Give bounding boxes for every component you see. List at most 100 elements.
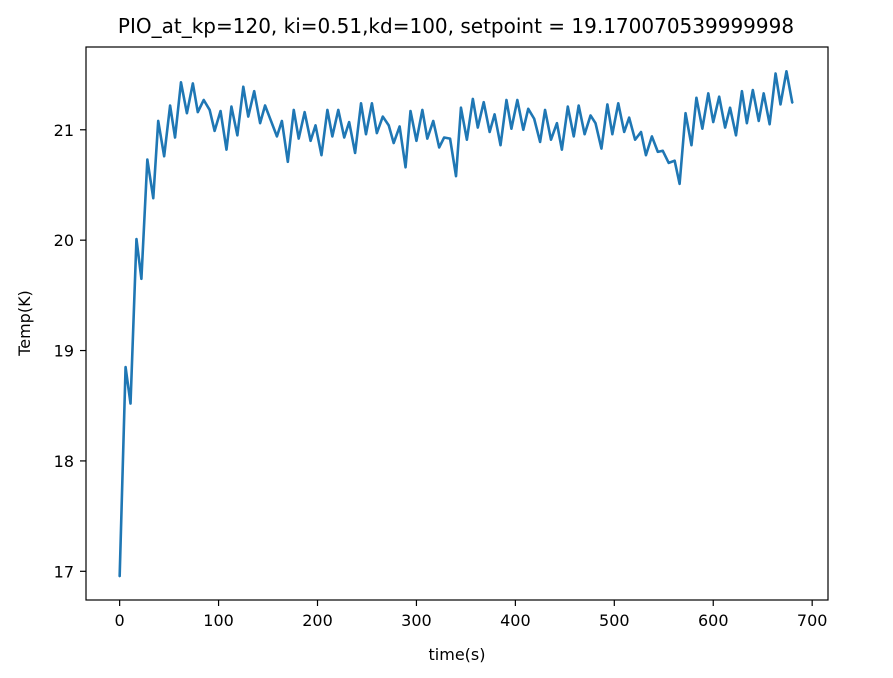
data-point [209, 109, 211, 111]
data-point [219, 110, 222, 112]
data-point [645, 154, 647, 156]
data-point [169, 104, 171, 107]
data-point [449, 138, 451, 140]
data-point [522, 129, 524, 131]
data-point [140, 278, 142, 280]
data-point [382, 115, 384, 118]
data-point [516, 99, 518, 101]
data-point [550, 139, 552, 141]
y-tick-label: 21 [54, 121, 74, 140]
data-point [320, 154, 323, 156]
data-point [634, 139, 636, 141]
x-tick-label: 400 [500, 611, 531, 630]
data-point [668, 162, 670, 164]
plot-area [118, 69, 794, 578]
data-point [746, 122, 748, 124]
x-tick-label: 300 [401, 611, 432, 630]
data-point [371, 102, 373, 104]
data-point [152, 197, 154, 199]
y-tick-label: 18 [54, 452, 74, 471]
data-point [611, 133, 613, 135]
data-point [623, 131, 625, 133]
data-point [236, 134, 238, 136]
data-point [432, 120, 434, 122]
data-point [499, 144, 502, 146]
data-point [421, 109, 423, 111]
data-point [707, 92, 709, 94]
data-point [679, 183, 681, 185]
data-point [684, 112, 687, 114]
data-point [270, 120, 272, 122]
data-point [556, 122, 558, 124]
data-point [539, 141, 541, 143]
data-point [774, 72, 777, 75]
data-point [701, 128, 703, 130]
data-point [779, 103, 782, 105]
data-point [443, 136, 445, 139]
data-point [197, 111, 199, 113]
data-point [483, 101, 485, 103]
data-point [600, 147, 603, 150]
x-tick-label: 200 [302, 611, 333, 630]
data-point [404, 166, 407, 168]
x-tick-label: 700 [797, 611, 828, 630]
data-point [348, 121, 350, 123]
data-point [533, 118, 535, 120]
data-point [567, 106, 569, 108]
data-point [326, 109, 328, 111]
data-point [718, 96, 720, 98]
data-point [674, 160, 676, 162]
data-point [146, 158, 148, 161]
x-tick-label: 600 [698, 611, 729, 630]
data-point [242, 86, 244, 88]
data-point [281, 120, 283, 122]
data-point [354, 152, 356, 154]
data-point [785, 70, 788, 72]
data-point [304, 111, 306, 113]
data-point [230, 106, 233, 108]
data-point [477, 126, 479, 129]
data-point [735, 134, 737, 136]
data-point [606, 103, 608, 105]
data-point [399, 125, 401, 128]
data-point [331, 135, 333, 138]
data-point [544, 109, 546, 111]
y-tick-label: 20 [54, 231, 74, 250]
data-point [276, 135, 278, 138]
data-point [298, 138, 300, 140]
data-point [489, 131, 491, 133]
data-point [651, 135, 653, 138]
y-tick-label: 17 [54, 562, 74, 581]
data-point [124, 366, 127, 368]
data-point [376, 132, 378, 134]
data-point [409, 110, 412, 112]
data-point [695, 97, 698, 99]
data-point [343, 136, 345, 139]
data-point [214, 130, 216, 132]
data-point [527, 108, 529, 110]
data-point [337, 109, 339, 111]
data-point [657, 151, 659, 153]
data-point [393, 142, 395, 144]
data-point [561, 149, 563, 151]
data-point [690, 144, 693, 146]
data-point [455, 175, 457, 177]
x-tick-label: 100 [203, 611, 234, 630]
data-point [724, 126, 726, 129]
data-point [259, 122, 261, 124]
data-point [163, 155, 165, 157]
axis-ticks: 0 100 200 300 400 500 600 700 17 18 19 20 21 [54, 121, 828, 630]
data-point [180, 81, 182, 83]
data-point [460, 107, 462, 109]
data-point [287, 161, 289, 163]
data-point [365, 133, 367, 135]
data-point [578, 104, 580, 107]
data-point [573, 135, 575, 138]
data-point [135, 238, 138, 240]
data-point [309, 140, 312, 142]
data-point [758, 120, 760, 122]
data-point [493, 113, 496, 115]
data-point [741, 90, 743, 92]
data-point [472, 98, 474, 100]
